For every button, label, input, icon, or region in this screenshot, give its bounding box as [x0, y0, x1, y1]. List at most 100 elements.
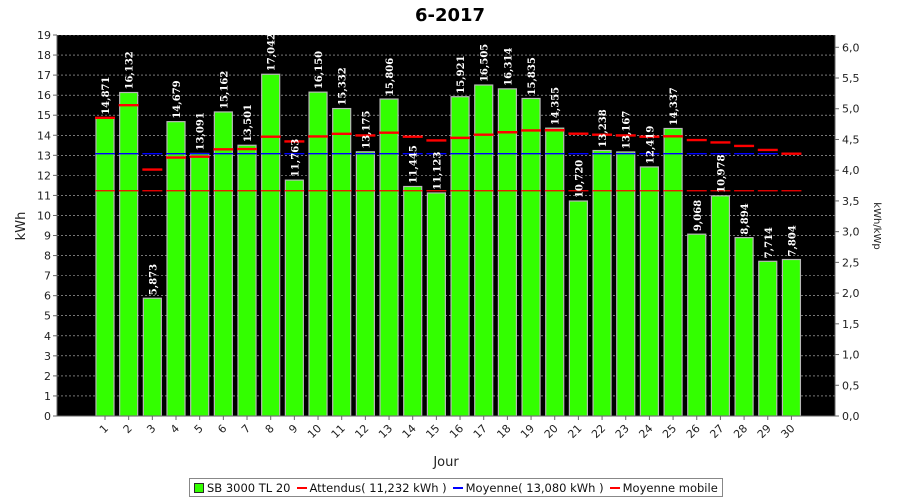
y2-tick-label: 4,0	[842, 164, 860, 177]
bar	[166, 121, 186, 417]
x-tick-label: 25	[660, 422, 679, 441]
data-label: 13,238	[598, 109, 609, 147]
y-tick-label: 1	[44, 390, 51, 403]
x-tick-label: 24	[636, 422, 655, 441]
data-label: 15,162	[219, 71, 230, 109]
bar	[379, 98, 399, 417]
bar	[687, 233, 707, 417]
x-tick-label: 21	[565, 422, 584, 441]
bar	[284, 179, 304, 417]
bar	[213, 111, 233, 417]
legend-swatch-expected	[296, 486, 307, 489]
x-tick-label: 8	[263, 422, 277, 436]
bar	[781, 258, 802, 417]
reference-lines	[95, 153, 802, 192]
x-tick-label: 17	[471, 422, 490, 441]
x-tick-label: 5	[192, 422, 206, 436]
bar	[521, 97, 541, 417]
data-label: 17,042	[267, 33, 278, 71]
data-label: 16,150	[314, 51, 325, 89]
y-tick-label: 12	[37, 169, 51, 182]
data-label: 12,419	[645, 126, 656, 164]
y-tick-label: 8	[44, 250, 51, 263]
data-label: 16,314	[503, 48, 514, 86]
bar	[758, 260, 778, 417]
y-tick-label: 6	[44, 290, 51, 303]
grid-lines	[57, 34, 835, 397]
data-label: 13,167	[622, 111, 633, 149]
legend-label-moving-average: Moyenne mobile	[622, 480, 718, 495]
bar	[190, 152, 210, 417]
bar	[261, 73, 281, 417]
legend-label-expected: Attendus( 11,232 kWh )	[309, 480, 447, 495]
y2-tick-label: 1,0	[842, 349, 860, 362]
bar	[568, 200, 589, 417]
data-label: 15,921	[456, 55, 467, 93]
legend: SB 3000 TL 20 Attendus( 11,232 kWh ) Moy…	[189, 478, 723, 497]
chart-title: 6-2017	[415, 5, 485, 26]
x-tick-label: 28	[731, 422, 750, 441]
bar	[142, 297, 162, 417]
x-tick-label: 26	[684, 422, 703, 441]
y-tick-label: 0	[44, 410, 51, 423]
data-label: 15,835	[527, 57, 538, 95]
y-axis-label: kWh	[14, 212, 29, 241]
bar-series	[95, 73, 802, 417]
x-tick-label: 20	[542, 422, 561, 441]
bar	[355, 151, 375, 417]
y2-tick-label: 6,0	[842, 41, 860, 54]
y2-tick-label: 5,5	[842, 72, 860, 85]
y2-axis-label: kWh/kWp	[871, 202, 882, 249]
legend-item-average: Moyenne( 13,080 kWh )	[452, 481, 604, 495]
x-tick-label: 4	[168, 422, 182, 436]
bar	[426, 192, 446, 417]
bar	[710, 195, 731, 417]
data-label: 11,763	[290, 139, 301, 177]
y-tick-label: 7	[44, 270, 51, 283]
bar	[545, 127, 565, 417]
moving-average-series	[95, 103, 802, 171]
y-tick-label: 18	[37, 49, 51, 62]
x-tick-label: 14	[400, 422, 419, 441]
bar	[616, 151, 636, 417]
x-tick-label: 9	[286, 422, 300, 436]
legend-item-production: SB 3000 TL 20	[194, 481, 291, 495]
bar	[663, 127, 683, 417]
y-tick-label: 19	[37, 29, 51, 42]
data-label: 16,132	[125, 51, 136, 89]
x-tick-label: 29	[755, 422, 774, 441]
y-tick-label: 13	[37, 149, 51, 162]
data-label: 14,679	[172, 80, 183, 118]
data-label: 16,505	[480, 44, 491, 82]
x-tick-label: 27	[707, 422, 726, 441]
legend-label-production: SB 3000 TL 20	[207, 480, 291, 495]
y-tick-label: 15	[37, 109, 51, 122]
y-tick-label: 5	[44, 310, 51, 323]
y2-tick-label: 4,5	[842, 133, 860, 146]
data-label: 10,720	[574, 160, 585, 198]
x-tick-label: 22	[589, 422, 608, 441]
y2-tick-label: 2,5	[842, 256, 860, 269]
x-tick-label: 23	[613, 422, 632, 441]
x-tick-label: 30	[778, 422, 797, 441]
bar	[95, 117, 115, 417]
bar	[119, 91, 139, 417]
data-label: 15,806	[385, 58, 396, 96]
y-tick-label: 3	[44, 350, 51, 363]
y-tick-label: 16	[37, 89, 51, 102]
y2-tick-label: 5,0	[842, 103, 860, 116]
data-label: 13,091	[196, 112, 207, 150]
bar	[237, 144, 257, 417]
x-tick-label: 12	[352, 422, 371, 441]
data-label: 14,337	[669, 87, 680, 125]
y2-tick-label: 0,5	[842, 379, 860, 392]
y-tick-label: 11	[37, 189, 51, 202]
bar	[734, 237, 754, 417]
y-tick-label: 10	[37, 209, 51, 222]
x-tick-label: 7	[239, 422, 253, 436]
y2-tick-label: 3,5	[842, 195, 860, 208]
data-label: 15,332	[338, 67, 349, 105]
bar	[639, 166, 660, 417]
legend-swatch-production	[194, 482, 204, 493]
